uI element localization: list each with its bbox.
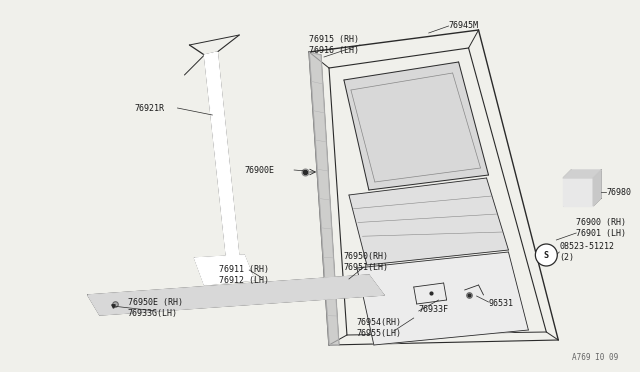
Text: 76900 (RH)
76901 (LH): 76900 (RH) 76901 (LH) [576, 218, 626, 238]
Text: A769 I0 09: A769 I0 09 [572, 353, 618, 362]
Polygon shape [563, 178, 593, 206]
Polygon shape [204, 52, 239, 265]
Text: 76921R: 76921R [134, 103, 164, 112]
Polygon shape [357, 252, 529, 345]
Text: 76954(RH)
76955(LH): 76954(RH) 76955(LH) [357, 318, 402, 338]
Text: 76900E: 76900E [244, 166, 275, 174]
Text: 76980: 76980 [606, 187, 631, 196]
Text: 76933F: 76933F [419, 305, 449, 314]
Polygon shape [593, 170, 601, 206]
Text: 76911 (RH)
76912 (LH): 76911 (RH) 76912 (LH) [220, 265, 269, 285]
Text: 96531: 96531 [488, 298, 513, 308]
Polygon shape [309, 52, 339, 345]
Polygon shape [344, 62, 488, 190]
Text: S: S [544, 250, 549, 260]
Text: 76950(RH)
76951(LH): 76950(RH) 76951(LH) [344, 252, 389, 272]
Text: 76915 (RH)
76916 (LH): 76915 (RH) 76916 (LH) [309, 35, 359, 55]
Text: 76950E (RH)
76933G(LH): 76950E (RH) 76933G(LH) [127, 298, 182, 318]
Polygon shape [88, 275, 384, 315]
Circle shape [536, 244, 557, 266]
Polygon shape [349, 178, 508, 265]
Polygon shape [195, 255, 254, 285]
Text: 08523-51212
(2): 08523-51212 (2) [559, 242, 614, 262]
Text: 76945M: 76945M [449, 20, 479, 29]
Polygon shape [563, 170, 601, 178]
